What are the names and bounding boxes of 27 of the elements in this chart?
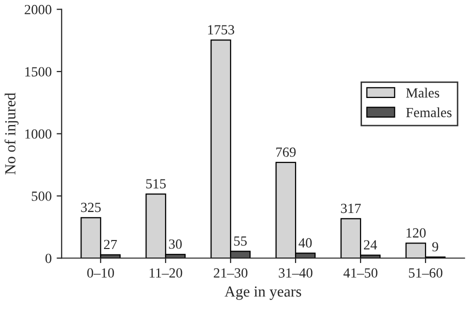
y-tick-label: 500 bbox=[32, 192, 52, 201]
data-label: 27 bbox=[104, 240, 117, 250]
data-label: 9 bbox=[432, 242, 438, 252]
x-tick-label: 31–40 bbox=[278, 268, 312, 278]
data-label: 515 bbox=[146, 179, 166, 188]
y-axis-title: No of injured bbox=[4, 92, 19, 174]
data-label: 325 bbox=[81, 202, 101, 212]
data-label: 24 bbox=[364, 240, 378, 250]
data-label: 769 bbox=[276, 148, 296, 157]
y-tick-label: 0 bbox=[45, 254, 52, 264]
legend-label: Males bbox=[406, 88, 440, 98]
x-tick-label: 0–10 bbox=[87, 268, 114, 278]
data-label: 317 bbox=[341, 204, 361, 214]
data-label: 55 bbox=[234, 236, 247, 246]
data-label: 120 bbox=[406, 228, 426, 238]
x-tick-label: 21–30 bbox=[214, 268, 248, 278]
y-tick-label: 2000 bbox=[24, 4, 52, 14]
y-tick-label: 1000 bbox=[25, 129, 52, 139]
x-axis-title: Age in years bbox=[224, 286, 302, 300]
data-label: 1753 bbox=[208, 25, 234, 34]
data-label: 30 bbox=[169, 239, 182, 249]
x-tick-label: 51–60 bbox=[408, 268, 442, 278]
x-tick-label: 11–20 bbox=[150, 268, 182, 278]
data-label: 40 bbox=[298, 238, 312, 248]
x-tick-label: 41–50 bbox=[343, 268, 378, 278]
y-tick-label: 1500 bbox=[25, 67, 52, 76]
legend-label: Females bbox=[406, 107, 452, 118]
